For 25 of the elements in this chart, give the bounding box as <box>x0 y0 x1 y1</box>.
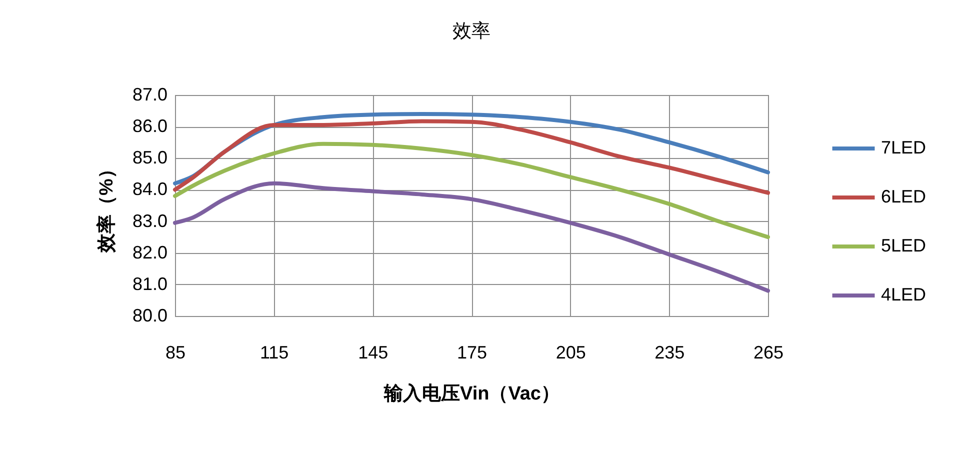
legend-label: 6LED <box>881 186 926 206</box>
y-tick-label: 81.0 <box>132 274 168 294</box>
y-tick-label: 80.0 <box>132 306 168 326</box>
x-tick-label: 175 <box>456 342 488 362</box>
y-tick-label: 87.0 <box>132 84 168 104</box>
x-tick-label: 265 <box>753 342 784 362</box>
line-series <box>173 119 770 195</box>
x-tick-label: 205 <box>556 342 586 362</box>
y-tick-label: 83.0 <box>132 210 168 231</box>
y-tick-label: 84.0 <box>132 179 168 200</box>
legend-label: 5LED <box>881 236 926 256</box>
x-tick-label: 85 <box>165 342 186 362</box>
legend-label: 7LED <box>881 138 926 158</box>
x-tick-label: 235 <box>654 342 685 362</box>
line-series <box>173 181 770 293</box>
legend-label: 4LED <box>881 284 926 304</box>
x-axis-title: 输入电压Vin（Vac） <box>383 382 560 404</box>
y-tick-label: 82.0 <box>132 242 168 262</box>
chart-title: 效率 <box>452 20 490 42</box>
x-tick-label: 145 <box>358 342 388 362</box>
x-tick-label: 115 <box>260 342 289 362</box>
y-tick-label: 85.0 <box>132 148 168 168</box>
y-axis-title: 效率（%） <box>95 160 118 254</box>
y-tick-label: 86.0 <box>132 116 168 136</box>
line-series <box>173 142 770 240</box>
